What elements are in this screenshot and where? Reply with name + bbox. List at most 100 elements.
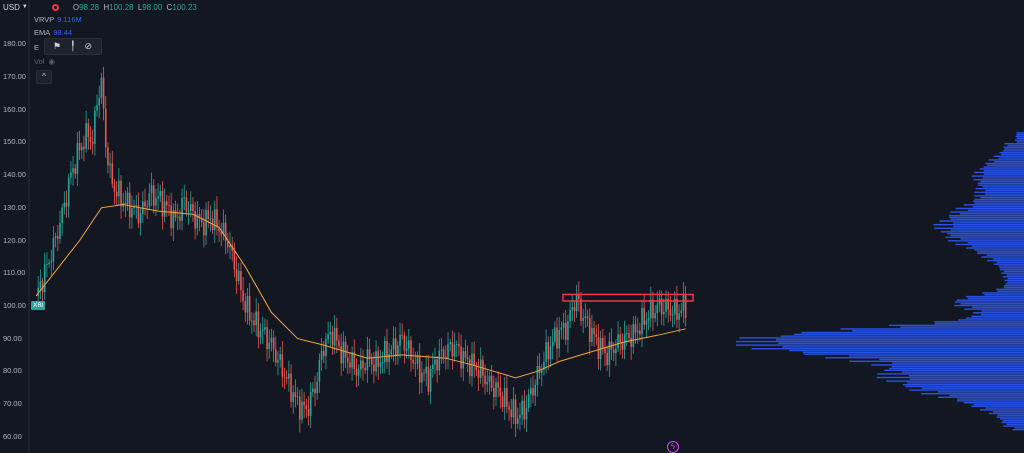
ema-line (35, 203, 686, 379)
candle-body (575, 294, 578, 311)
candle-body (399, 334, 401, 346)
candle-body (571, 307, 574, 311)
profile-bar (803, 353, 1024, 355)
candle-body (551, 341, 554, 347)
candle-body (532, 388, 534, 396)
profile-bar (950, 234, 1024, 237)
candle-body (680, 310, 683, 314)
profile-bar (889, 367, 1024, 370)
ema-legend[interactable]: EMA 98.44 (34, 28, 73, 37)
profile-bar (920, 392, 1024, 395)
candlesticks (37, 66, 687, 438)
profile-bar (996, 261, 1024, 264)
profile-bar (1016, 137, 1024, 140)
candle-body (654, 313, 656, 319)
candle-body (65, 202, 68, 207)
profile-bar (780, 335, 1024, 337)
candle-body (632, 324, 635, 347)
candle-body (678, 313, 680, 320)
profile-bar (999, 151, 1024, 154)
pin-icon[interactable]: ╿ (70, 41, 76, 51)
candle-body (155, 198, 157, 206)
candle-body (479, 359, 482, 378)
indicator-e-legend[interactable]: E (34, 43, 40, 52)
profile-bar (1001, 272, 1024, 274)
profile-bar (974, 202, 1024, 204)
currency-selector[interactable]: USD (3, 2, 20, 12)
y-tick-label: 90.00 (3, 333, 22, 343)
candle-body (636, 330, 639, 333)
vrvp-legend[interactable]: VRVP 9.116M (34, 15, 82, 24)
candle-body (203, 222, 205, 236)
candle-body (333, 327, 336, 346)
profile-bar (900, 326, 1024, 328)
profile-bar (794, 333, 1024, 336)
candle-body (67, 177, 70, 207)
candle-body (412, 359, 414, 364)
candle-body (427, 366, 430, 392)
candle-body (264, 327, 266, 330)
candle-body (292, 392, 295, 402)
profile-bar (984, 193, 1024, 195)
chevron-down-icon[interactable]: ▼ (21, 4, 28, 10)
profile-bar (778, 342, 1024, 345)
candle-body (290, 373, 292, 402)
candle-body (508, 406, 510, 410)
candle-body (279, 354, 281, 360)
profile-bar (1016, 134, 1024, 136)
candle-body (142, 201, 144, 214)
candle-body (329, 331, 332, 335)
profile-bar (953, 225, 1024, 228)
candle-body (235, 269, 238, 282)
profile-bar (886, 380, 1024, 382)
candle-body (312, 388, 314, 392)
profile-bar (1003, 285, 1024, 287)
candle-body (606, 353, 608, 366)
candle-body (671, 314, 674, 316)
candle-body (229, 244, 231, 248)
profile-bar (993, 258, 1024, 260)
price-tag: XBI (31, 301, 46, 310)
candle-body (649, 299, 652, 319)
profile-bar (901, 371, 1024, 373)
candle-body (525, 408, 528, 420)
candle-body (567, 321, 569, 340)
candle-body (445, 356, 447, 359)
candle-body (100, 77, 103, 99)
chevron-up-icon: ^ (42, 72, 46, 81)
profile-bar (789, 349, 1024, 352)
candle-body (676, 298, 678, 320)
profile-bar (1004, 148, 1024, 150)
collapse-legend-button[interactable]: ^ (36, 70, 52, 84)
profile-bar (921, 387, 1024, 389)
flag-icon[interactable]: ⚑ (53, 41, 62, 51)
profile-bar (987, 164, 1024, 166)
candle-body (72, 168, 74, 173)
profile-bar (840, 328, 1024, 330)
profile-bar (971, 405, 1024, 407)
candle-body (327, 334, 329, 340)
profile-bar (825, 357, 1024, 359)
profile-bar (1004, 270, 1024, 273)
eye-crossed-icon[interactable]: ⊘ (84, 41, 93, 51)
eye-icon[interactable]: ◉ (48, 57, 55, 66)
profile-bar (968, 209, 1024, 211)
profile-bar (1002, 150, 1024, 152)
profile-bar (871, 364, 1024, 366)
candle-body (144, 201, 146, 207)
resistance-zone[interactable] (562, 293, 694, 302)
candle-body (442, 349, 445, 357)
y-tick-label: 80.00 (3, 366, 22, 376)
candle-body (220, 231, 223, 235)
profile-bar (902, 383, 1024, 386)
candle-body (628, 333, 630, 338)
vol-legend[interactable]: Vol ◉ (34, 57, 55, 66)
profile-bar (1002, 276, 1024, 278)
lightning-icon[interactable]: ϟ (667, 441, 679, 453)
candle-body (368, 349, 371, 359)
candle-body (540, 369, 543, 374)
candle-body (305, 405, 308, 410)
candle-body (615, 348, 617, 354)
profile-bar (973, 178, 1024, 181)
